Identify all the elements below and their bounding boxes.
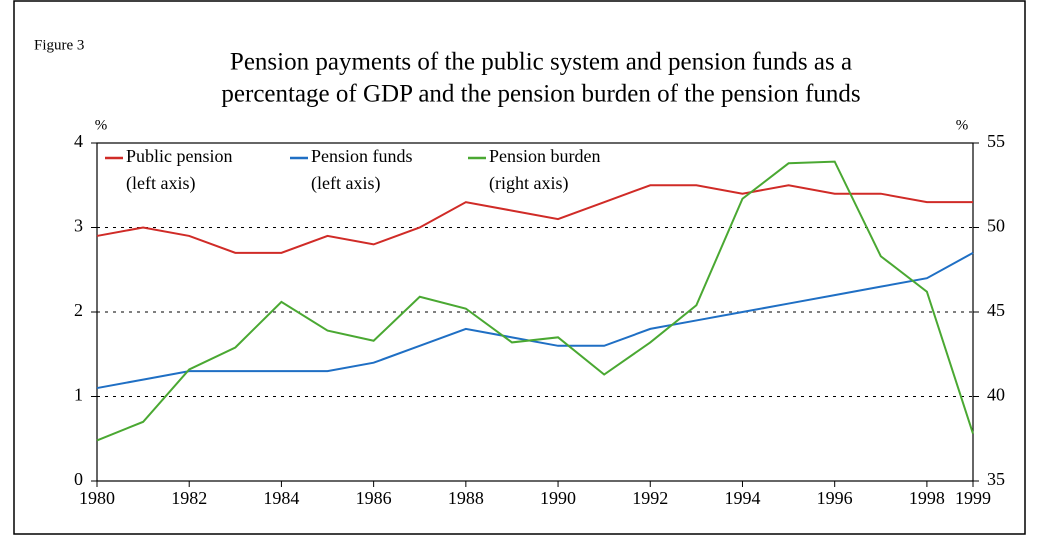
y2-unit: %	[956, 117, 969, 133]
y2-tick-label: 35	[987, 469, 1005, 489]
series-line	[96, 251, 974, 390]
x-tick-label: 1986	[356, 488, 392, 508]
chart-title: percentage of GDP and the pension burden…	[221, 81, 860, 108]
y2-tick-label: 55	[987, 131, 1005, 151]
y-unit: %	[95, 117, 108, 133]
y2-tick-label: 40	[987, 385, 1005, 405]
legend-label: Public pension	[126, 146, 233, 166]
legend-note: (left axis)	[126, 173, 195, 194]
frame	[13, 0, 1026, 535]
legend-note: (right axis)	[489, 173, 568, 194]
chart-title: Pension payments of the public system an…	[230, 49, 852, 76]
x-tick-label: 1984	[263, 488, 299, 508]
x-tick-label: 1996	[817, 488, 853, 508]
x-tick-label: 1980	[79, 488, 115, 508]
x-tick-label: 1994	[724, 488, 760, 508]
y-tick-label: 0	[74, 469, 83, 489]
y-tick-label: 1	[74, 385, 83, 405]
legend-label: Pension burden	[489, 146, 601, 166]
x-tick-label: 1988	[448, 488, 484, 508]
series-line	[96, 160, 974, 442]
x-tick-label: 1982	[171, 488, 207, 508]
y2-tick-label: 45	[987, 300, 1005, 320]
y2-tick-label: 50	[987, 216, 1005, 236]
y-tick-label: 3	[74, 216, 83, 236]
series-line	[96, 184, 973, 254]
y-tick-label: 4	[74, 131, 83, 151]
x-tick-label: 1998	[909, 488, 945, 508]
y-tick-label: 2	[74, 300, 83, 320]
legend-note: (left axis)	[311, 173, 380, 194]
legend-label: Pension funds	[311, 146, 413, 166]
x-tick-label: 1999	[955, 488, 991, 508]
figure-label: Figure 3	[34, 37, 84, 53]
x-tick-label: 1990	[540, 488, 576, 508]
x-tick-label: 1992	[632, 488, 668, 508]
plot-frame	[96, 142, 974, 482]
